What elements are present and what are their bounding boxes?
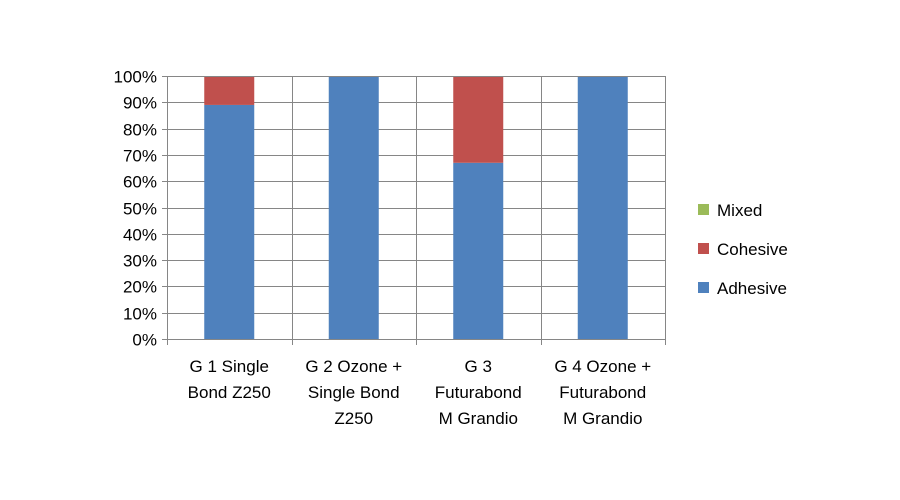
bar-adhesive-4	[577, 76, 628, 339]
legend-label-adhesive: Adhesive	[717, 279, 787, 298]
y-tick-label: 70%	[123, 147, 157, 166]
legend-swatch-cohesive	[698, 243, 709, 254]
x-tick-label: G 3	[465, 357, 492, 376]
x-tick-label: G 4 Ozone +	[554, 357, 651, 376]
y-tick-labels: 0% 10% 20% 30% 40% 50% 60% 70% 80% 90% 100%	[114, 68, 157, 350]
y-tick-label: 90%	[123, 94, 157, 113]
legend-label-cohesive: Cohesive	[717, 240, 788, 259]
bar-adhesive-2	[328, 76, 379, 339]
legend-label-mixed: Mixed	[717, 201, 762, 220]
y-tick-label: 100%	[114, 68, 157, 87]
x-tick-label: Z250	[334, 409, 373, 428]
bar-adhesive-1	[204, 104, 255, 340]
x-tick-label: Single Bond	[308, 383, 400, 402]
x-tick-label: M Grandio	[439, 409, 518, 428]
x-tick-label: Futurabond	[435, 383, 522, 402]
bar-cohesive-1	[204, 76, 255, 105]
x-tick-label: G 2 Ozone +	[305, 357, 402, 376]
y-tick-label: 10%	[123, 305, 157, 324]
y-tick-label: 40%	[123, 226, 157, 245]
x-tick-label: Bond Z250	[188, 383, 271, 402]
bar-adhesive-3	[453, 162, 504, 339]
y-tick-label: 30%	[123, 252, 157, 271]
y-tick-label: 0%	[132, 331, 157, 350]
bar-cohesive-3	[453, 76, 504, 163]
x-tick-label: G 1 Single	[190, 357, 269, 376]
x-tick-labels: G 1 Single Bond Z250 G 2 Ozone + Single Bon…	[188, 357, 652, 428]
legend: Mixed Cohesive Adhesive	[698, 201, 788, 298]
y-tick-label: 60%	[123, 173, 157, 192]
y-tick-label: 80%	[123, 121, 157, 140]
bars	[204, 76, 628, 340]
legend-swatch-adhesive	[698, 282, 709, 293]
legend-swatch-mixed	[698, 204, 709, 215]
x-tick-label: M Grandio	[563, 409, 642, 428]
x-tick-label: Futurabond	[559, 383, 646, 402]
axes	[162, 76, 666, 345]
y-tick-label: 20%	[123, 278, 157, 297]
y-tick-label: 50%	[123, 200, 157, 219]
